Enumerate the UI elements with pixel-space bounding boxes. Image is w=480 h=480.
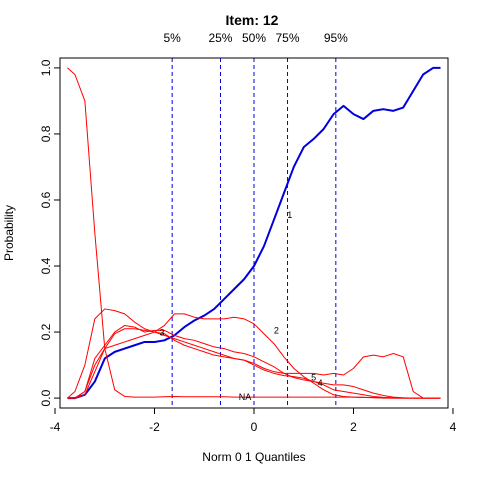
curve-label: 5 [311, 373, 316, 383]
curve-4 [67, 331, 441, 399]
x-tick-label: 2 [350, 420, 357, 434]
y-axis-label: Probability [2, 205, 16, 261]
y-axis: 0.0 0.2 0.4 0.6 0.8 1.0 [39, 59, 60, 406]
y-tick-label: 0.0 [39, 389, 53, 406]
percentile-lines [171, 58, 337, 408]
curve-labels: 1 2 3 45 NA [159, 210, 322, 402]
y-tick-label: 1.0 [39, 59, 53, 76]
curve-label: 2 [274, 325, 279, 335]
curve-5 [67, 328, 441, 399]
x-axis: -4 -2 0 2 4 [50, 408, 457, 434]
curve-na [67, 67, 441, 399]
y-tick-label: 0.8 [39, 125, 53, 142]
x-axis-label: Norm 0 1 Quantiles [202, 450, 305, 464]
curve-1 [67, 66, 441, 400]
y-tick-label: 0.4 [39, 257, 53, 274]
percentile-label: 95% [324, 31, 348, 45]
curve-label: 3 [159, 328, 164, 338]
curve-3 [67, 324, 441, 399]
curve-label: 4 [318, 378, 323, 388]
curve-label: NA [239, 392, 252, 402]
y-tick-label: 0.2 [39, 323, 53, 340]
percentile-label: 50% [242, 31, 266, 45]
x-tick-label: -4 [50, 420, 61, 434]
option-curves [67, 66, 441, 400]
x-tick-label: 4 [450, 420, 457, 434]
curve-label: 1 [287, 210, 292, 220]
percentile-label: 25% [208, 31, 232, 45]
percentile-label: 5% [163, 31, 181, 45]
x-tick-label: 0 [251, 420, 258, 434]
y-tick-label: 0.6 [39, 191, 53, 208]
percentile-label: 75% [276, 31, 300, 45]
x-tick-label: -2 [149, 420, 160, 434]
chart-title: Item: 12 [226, 12, 279, 28]
